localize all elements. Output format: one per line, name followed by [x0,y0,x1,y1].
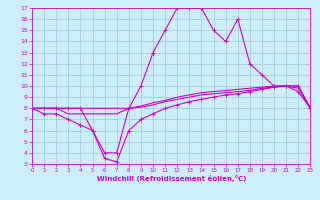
X-axis label: Windchill (Refroidissement éolien,°C): Windchill (Refroidissement éolien,°C) [97,175,246,182]
